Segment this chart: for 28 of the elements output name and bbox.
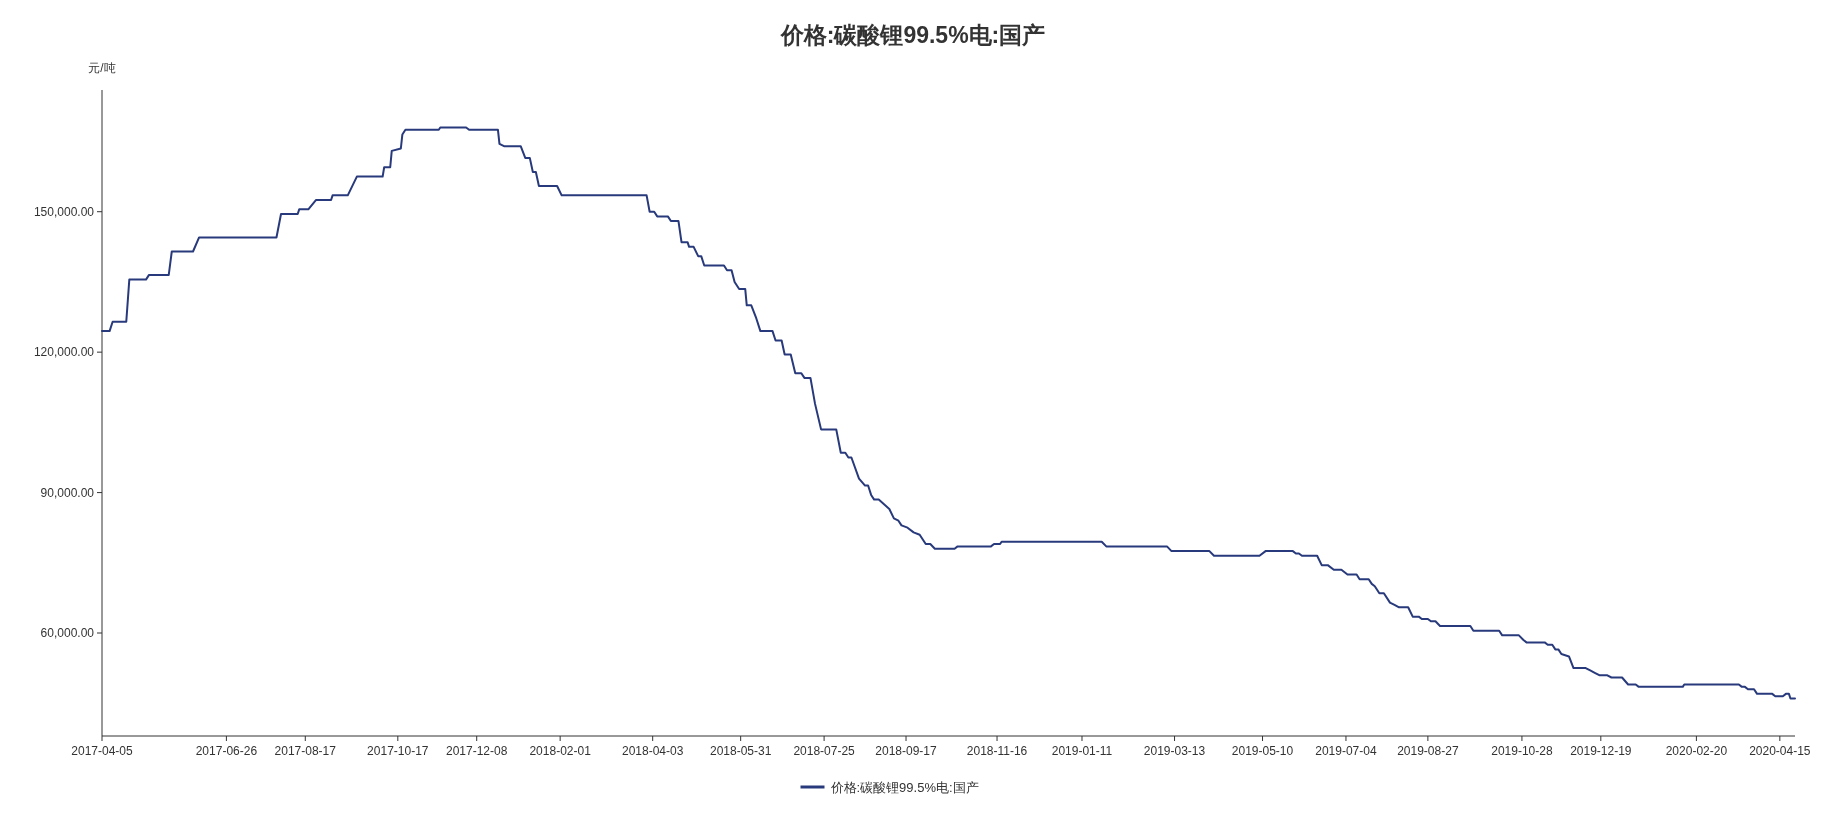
x-tick-label: 2017-12-08: [446, 744, 508, 758]
y-tick-label: 150,000.00: [33, 204, 95, 219]
y-tick-label: 60,000.00: [40, 626, 95, 641]
x-tick-label: 2017-08-17: [274, 744, 337, 758]
y-tick-label: 90,000.00: [40, 485, 95, 500]
x-tick-label: 2019-10-28: [1491, 744, 1553, 758]
x-tick-label: 2020-02-20: [1665, 744, 1728, 758]
x-tick-label: 2019-05-10: [1231, 744, 1294, 758]
chart-title: 价格:碳酸锂99.5%电:国产: [779, 22, 1046, 48]
x-tick-label: 2019-03-13: [1143, 744, 1206, 758]
x-tick-label: 2019-12-19: [1570, 744, 1632, 758]
x-tick-label: 2019-07-04: [1315, 744, 1377, 758]
x-tick-label: 2017-06-26: [195, 744, 258, 758]
x-tick-label: 2019-01-11: [1051, 744, 1113, 758]
x-tick-label: 2020-04-15: [1749, 744, 1811, 758]
y-tick-label: 120,000.00: [33, 345, 95, 360]
x-tick-label: 2018-09-17: [875, 744, 938, 758]
legend-label: 价格:碳酸锂99.5%电:国产: [829, 779, 979, 795]
x-tick-label: 2019-08-27: [1397, 744, 1459, 758]
x-tick-label: 2018-11-16: [966, 744, 1028, 758]
x-tick-label: 2018-05-31: [709, 744, 772, 758]
line-series: [101, 126, 1796, 700]
x-tick-label: 2018-02-01: [529, 744, 592, 758]
x-tick-label: 2018-04-03: [621, 744, 684, 758]
x-tick-label: 2018-07-25: [793, 744, 856, 758]
x-tick-label: 2017-10-17: [367, 744, 429, 758]
x-tick-label: 2017-04-05: [71, 744, 134, 758]
y-axis-title: 元/吨: [88, 61, 116, 75]
